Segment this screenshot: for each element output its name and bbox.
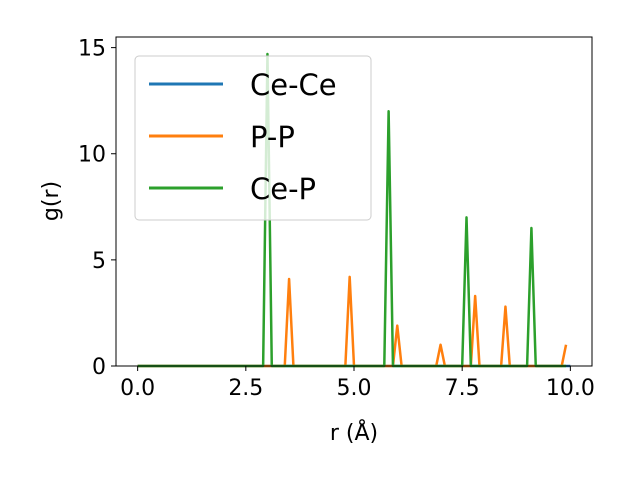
- y-tick-label: 15: [78, 37, 106, 62]
- y-axis: 0 5 10 15: [78, 37, 116, 380]
- legend-label-p-p: P-P: [250, 120, 295, 154]
- y-axis-label: g(r): [39, 181, 64, 221]
- y-tick-label: 10: [78, 143, 106, 168]
- x-tick-label: 10.0: [546, 376, 595, 401]
- legend-label-ce-ce: Ce-Ce: [250, 68, 337, 102]
- y-tick-label: 0: [92, 355, 106, 380]
- legend: Ce-Ce P-P Ce-P: [134, 55, 372, 221]
- legend-label-ce-p: Ce-P: [250, 172, 316, 206]
- series-line-p-p: [137, 275, 568, 368]
- x-tick-label: 5.0: [337, 376, 372, 401]
- x-tick-label: 0.0: [120, 376, 155, 401]
- x-axis: 0.0 2.5 5.0 7.5 10.0: [120, 366, 595, 401]
- x-tick-label: 2.5: [228, 376, 263, 401]
- y-tick-label: 5: [92, 249, 106, 274]
- x-axis-label: r (Å): [330, 419, 378, 446]
- x-tick-label: 7.5: [445, 376, 480, 401]
- legend-box: [134, 55, 372, 221]
